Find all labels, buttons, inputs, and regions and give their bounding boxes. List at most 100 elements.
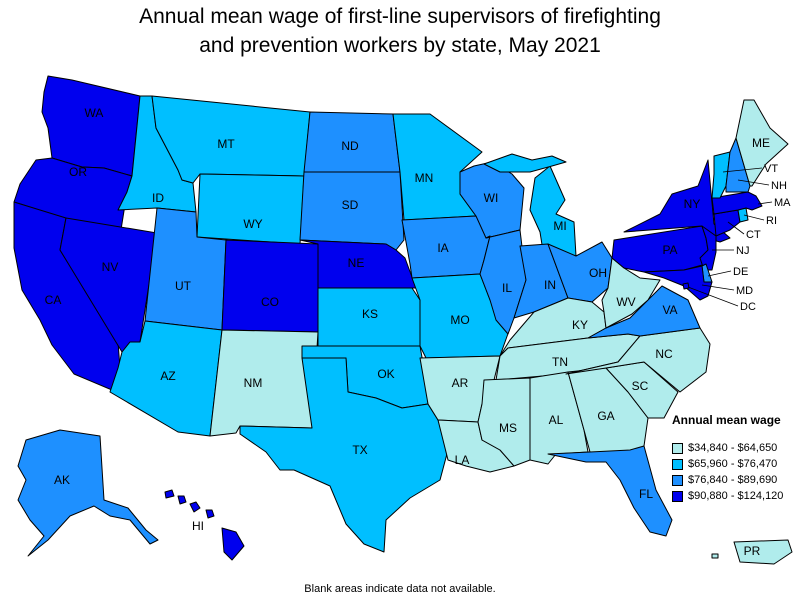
state-label-ca: CA (45, 293, 62, 307)
state-label-oh: OH (589, 266, 607, 280)
state-shape-or (13, 157, 133, 237)
state-leader-dc (687, 286, 739, 307)
legend-label: $76,840 - $89,690 (688, 474, 778, 486)
state-me (735, 99, 789, 187)
state-label-ct: CT (746, 229, 761, 241)
state-label-co: CO (261, 295, 279, 309)
legend-title: Annual mean wage (672, 413, 781, 427)
state-label-ms: MS (499, 421, 517, 435)
state-shape-hi (221, 527, 245, 561)
state-shape-pa (611, 225, 709, 273)
legend-label: $90,880 - $124,120 (688, 490, 784, 502)
state-shape-md (643, 265, 713, 301)
state-label-ks: KS (362, 307, 378, 321)
state-pr (711, 539, 793, 565)
state-label-wv: WV (616, 295, 635, 309)
state-shape-ct (713, 209, 741, 237)
state-label-ne: NE (348, 256, 365, 270)
state-label-md: MD (736, 285, 753, 297)
state-wv (601, 257, 661, 329)
state-label-me: ME (752, 136, 770, 150)
state-label-mo: MO (450, 313, 469, 327)
state-leader-md (701, 284, 735, 291)
state-label-il: IL (502, 281, 512, 295)
state-label-sd: SD (342, 198, 359, 212)
state-label-az: AZ (160, 369, 175, 383)
state-co (221, 239, 319, 333)
state-leader-de (707, 270, 732, 277)
state-label-ut: UT (175, 279, 192, 293)
legend-swatch (672, 490, 683, 502)
state-shape-me (735, 99, 789, 187)
state-shape-fl (547, 445, 673, 537)
state-shape-va (587, 285, 701, 339)
state-shape-hi (177, 495, 187, 505)
state-ne (299, 239, 417, 289)
state-shape-ma (711, 191, 763, 215)
state-label-mn: MN (415, 171, 434, 185)
state-or (13, 157, 133, 237)
state-label-la: LA (455, 453, 470, 467)
map-title-line-2: and prevention workers by state, May 202… (199, 34, 601, 57)
state-shape-co (221, 239, 319, 333)
state-label-ny: NY (684, 197, 701, 211)
footnote: Blank areas indicate data not available. (304, 583, 496, 595)
state-label-hi: HI (192, 519, 204, 533)
state-label-wi: WI (484, 191, 499, 205)
state-label-nv: NV (102, 260, 119, 274)
state-shape-hi (189, 501, 201, 513)
state-label-pa: PA (662, 243, 677, 257)
map-title-line-1: Annual mean wage of first-line superviso… (139, 5, 661, 28)
state-tx (239, 357, 449, 553)
legend-item: $76,840 - $89,690 (672, 472, 800, 488)
state-shape-pr (733, 539, 793, 565)
state-label-ri: RI (766, 215, 777, 227)
state-label-in: IN (544, 278, 556, 292)
legend-item: $65,960 - $76,470 (672, 456, 800, 472)
state-leader-ma (757, 201, 773, 205)
map-title: Annual mean wage of first-line superviso… (0, 2, 800, 60)
state-label-id: ID (152, 191, 164, 205)
state-label-ia: IA (437, 241, 448, 255)
state-label-va: VA (662, 303, 677, 317)
state-ak (17, 429, 159, 557)
state-label-al: AL (549, 413, 564, 427)
state-label-nd: ND (341, 139, 359, 153)
state-label-sc: SC (632, 379, 649, 393)
state-label-ok: OK (377, 367, 394, 381)
state-shape-mi (483, 153, 567, 173)
state-fl (547, 445, 673, 537)
legend-swatch (672, 474, 683, 486)
legend: Annual mean wage $34,840 - $64,650 $65,9… (672, 413, 800, 504)
state-va (587, 285, 701, 339)
state-label-tx: TX (352, 443, 367, 457)
state-label-de: DE (733, 266, 748, 278)
state-md (643, 265, 713, 301)
state-shape-dc (682, 282, 690, 290)
state-label-ky: KY (572, 318, 588, 332)
state-label-ma: MA (774, 197, 791, 209)
legend-swatch (672, 442, 683, 454)
state-pa (611, 225, 709, 273)
state-shape-hi (164, 489, 175, 499)
state-leader-ct (727, 221, 745, 235)
state-label-ak: AK (54, 473, 70, 487)
legend-swatch (672, 458, 683, 470)
state-label-mi: MI (553, 219, 566, 233)
state-label-wa: WA (85, 106, 104, 120)
legend-item: $34,840 - $64,650 (672, 440, 800, 456)
state-ma (711, 191, 763, 215)
state-label-fl: FL (639, 487, 653, 501)
state-label-dc: DC (740, 301, 756, 313)
state-shape-hi (205, 509, 215, 519)
state-label-nc: NC (655, 347, 673, 361)
state-label-mt: MT (217, 137, 235, 151)
state-label-nm: NM (244, 376, 263, 390)
legend-item: $90,880 - $124,120 (672, 488, 800, 504)
state-leader-ri (743, 214, 765, 221)
state-shape-wv (601, 257, 661, 329)
legend-label: $65,960 - $76,470 (688, 458, 778, 470)
state-dc (682, 282, 690, 290)
state-label-pr: PR (744, 544, 761, 558)
